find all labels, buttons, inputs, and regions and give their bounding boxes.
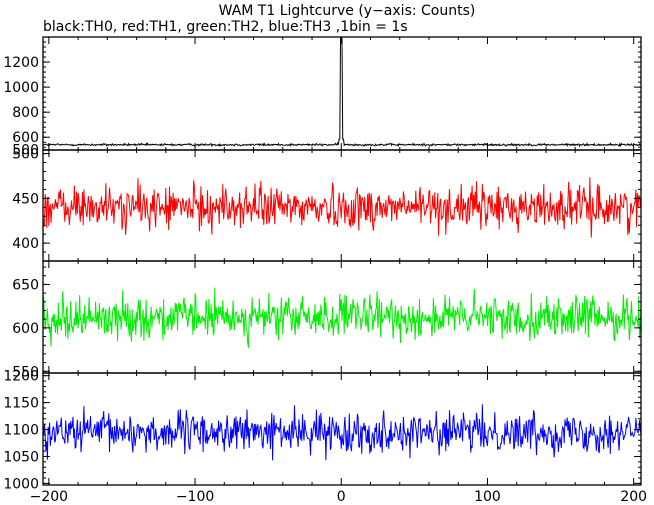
panel-TH2: 550 600 650 [12,260,642,380]
x-tick-label: 100 [474,489,501,505]
panel-TH3: 1000 1050 1100 1150 1200 [3,369,642,492]
series-line-TH0 [43,37,641,148]
panels-group: 5006008001000120040045050055060065010001… [3,36,642,492]
y-tick-label: 1050 [3,449,39,465]
x-tick-label: 200 [620,489,647,505]
x-tick-label: −200 [30,489,68,505]
y-tick-label: 500 [12,143,39,159]
x-tick-label: −100 [176,489,214,505]
y-tick-label: 1000 [3,476,39,492]
y-tick-label: 1200 [3,369,39,385]
y-tick-label: 600 [12,321,39,337]
x-tick-label: 0 [337,489,346,505]
panel-TH1: 400 450 500 [12,147,642,262]
y-tick-label: 1100 [3,423,39,439]
series-line-TH1 [43,177,641,238]
y-tick-label: 500 [12,147,39,163]
y-tick-label: 800 [12,105,39,121]
y-tick-label: 1000 [3,80,39,96]
y-tick-label: 450 [12,191,39,207]
y-tick-label: 1150 [3,396,39,412]
y-tick-label: 1200 [3,55,39,71]
series-line-TH3 [43,404,641,461]
panel-frame [42,372,642,486]
x-axis: −200 −100 0 100 200 [30,489,647,505]
series-line-TH2 [43,287,641,348]
y-tick-label: 650 [12,277,39,293]
y-tick-label: 400 [12,236,39,252]
chart-title: WAM T1 Lightcurve (y−axis: Counts) [219,3,476,19]
chart-subtitle: black:TH0, red:TH1, green:TH2, blue:TH3 … [43,19,408,35]
y-tick-label: 550 [12,364,39,380]
y-tick-label: 600 [12,130,39,146]
